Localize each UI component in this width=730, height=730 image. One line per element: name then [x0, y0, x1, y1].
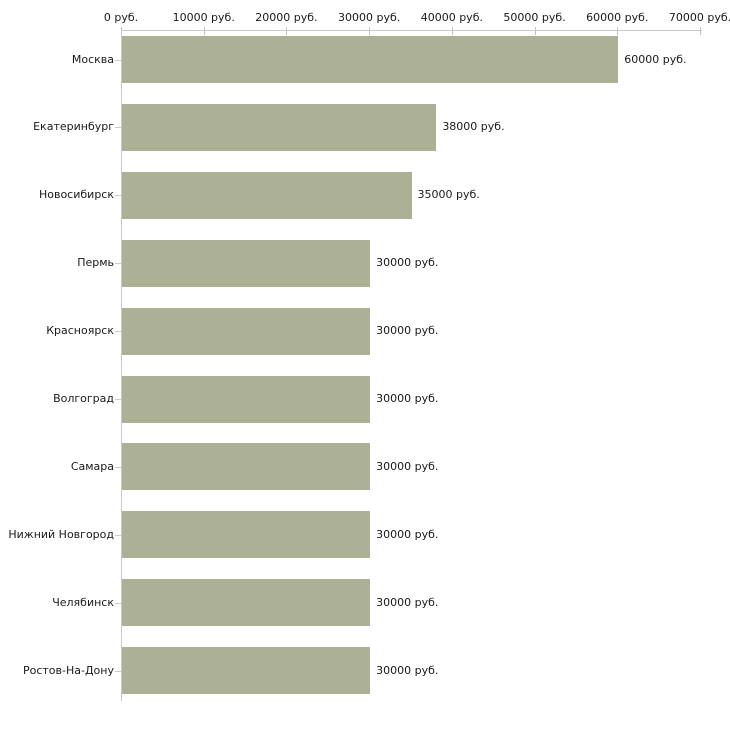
x-axis-tick-mark — [203, 27, 205, 35]
x-axis-tick-mark — [451, 27, 453, 35]
x-axis-tick-mark — [286, 27, 288, 35]
value-label: 30000 руб. — [376, 256, 439, 270]
x-axis-tick-label: 30000 руб. — [338, 11, 401, 24]
category-label: Пермь — [77, 256, 114, 270]
x-axis-tick-mark — [700, 27, 701, 35]
x-axis-tick-label: 20000 руб. — [255, 11, 318, 24]
x-axis-line — [121, 30, 702, 31]
y-axis-line — [121, 30, 122, 701]
category-tick-mark — [115, 263, 121, 264]
x-axis-tick-label: 0 руб. — [103, 11, 139, 24]
x-axis-tick-label: 70000 руб. — [668, 11, 730, 24]
x-axis-tick-label: 40000 руб. — [420, 11, 483, 24]
category-tick-mark — [115, 127, 121, 128]
bar — [122, 443, 371, 491]
category-tick-mark — [115, 671, 121, 672]
value-label: 30000 руб. — [376, 392, 439, 405]
category-tick-mark — [115, 331, 121, 332]
category-label: Красноярск — [46, 324, 114, 338]
bar — [122, 103, 437, 151]
value-label: 30000 руб. — [376, 459, 439, 473]
category-label: Нижний Новгород — [8, 527, 114, 541]
category-tick-mark — [115, 60, 121, 61]
x-axis-tick-mark — [534, 27, 536, 35]
category-label: Екатеринбург — [33, 120, 114, 134]
category-label: Самара — [70, 459, 114, 473]
bar — [122, 239, 371, 287]
x-axis-tick-label: 50000 руб. — [503, 11, 566, 24]
category-label: Ростов-На-Дону — [22, 663, 114, 677]
category-label: Челябинск — [52, 595, 114, 609]
value-label: 30000 руб. — [376, 324, 439, 338]
value-label: 30000 руб. — [376, 527, 439, 541]
bar — [122, 171, 412, 219]
category-tick-mark — [115, 535, 121, 536]
bar — [122, 511, 371, 559]
x-axis-tick-mark — [369, 27, 371, 35]
value-label: 30000 руб. — [376, 663, 439, 677]
value-label: 38000 руб. — [442, 120, 505, 134]
category-label: Волгоград — [53, 392, 114, 405]
category-tick-mark — [115, 467, 121, 468]
category-tick-mark — [115, 603, 121, 604]
category-tick-mark — [115, 195, 121, 196]
bar — [122, 375, 371, 423]
value-label: 60000 руб. — [624, 52, 687, 66]
bar — [122, 36, 619, 83]
value-label: 30000 руб. — [376, 595, 439, 609]
x-axis-tick-label: 60000 руб. — [586, 11, 649, 24]
category-label: Новосибирск — [38, 188, 114, 202]
x-axis-tick-label: 10000 руб. — [172, 11, 235, 24]
bar — [122, 307, 371, 355]
category-label: Москва — [71, 52, 114, 66]
x-axis-tick-mark — [617, 27, 619, 35]
bar — [122, 579, 371, 627]
value-label: 35000 руб. — [417, 188, 480, 202]
category-tick-mark — [115, 399, 121, 400]
bar — [122, 647, 371, 695]
